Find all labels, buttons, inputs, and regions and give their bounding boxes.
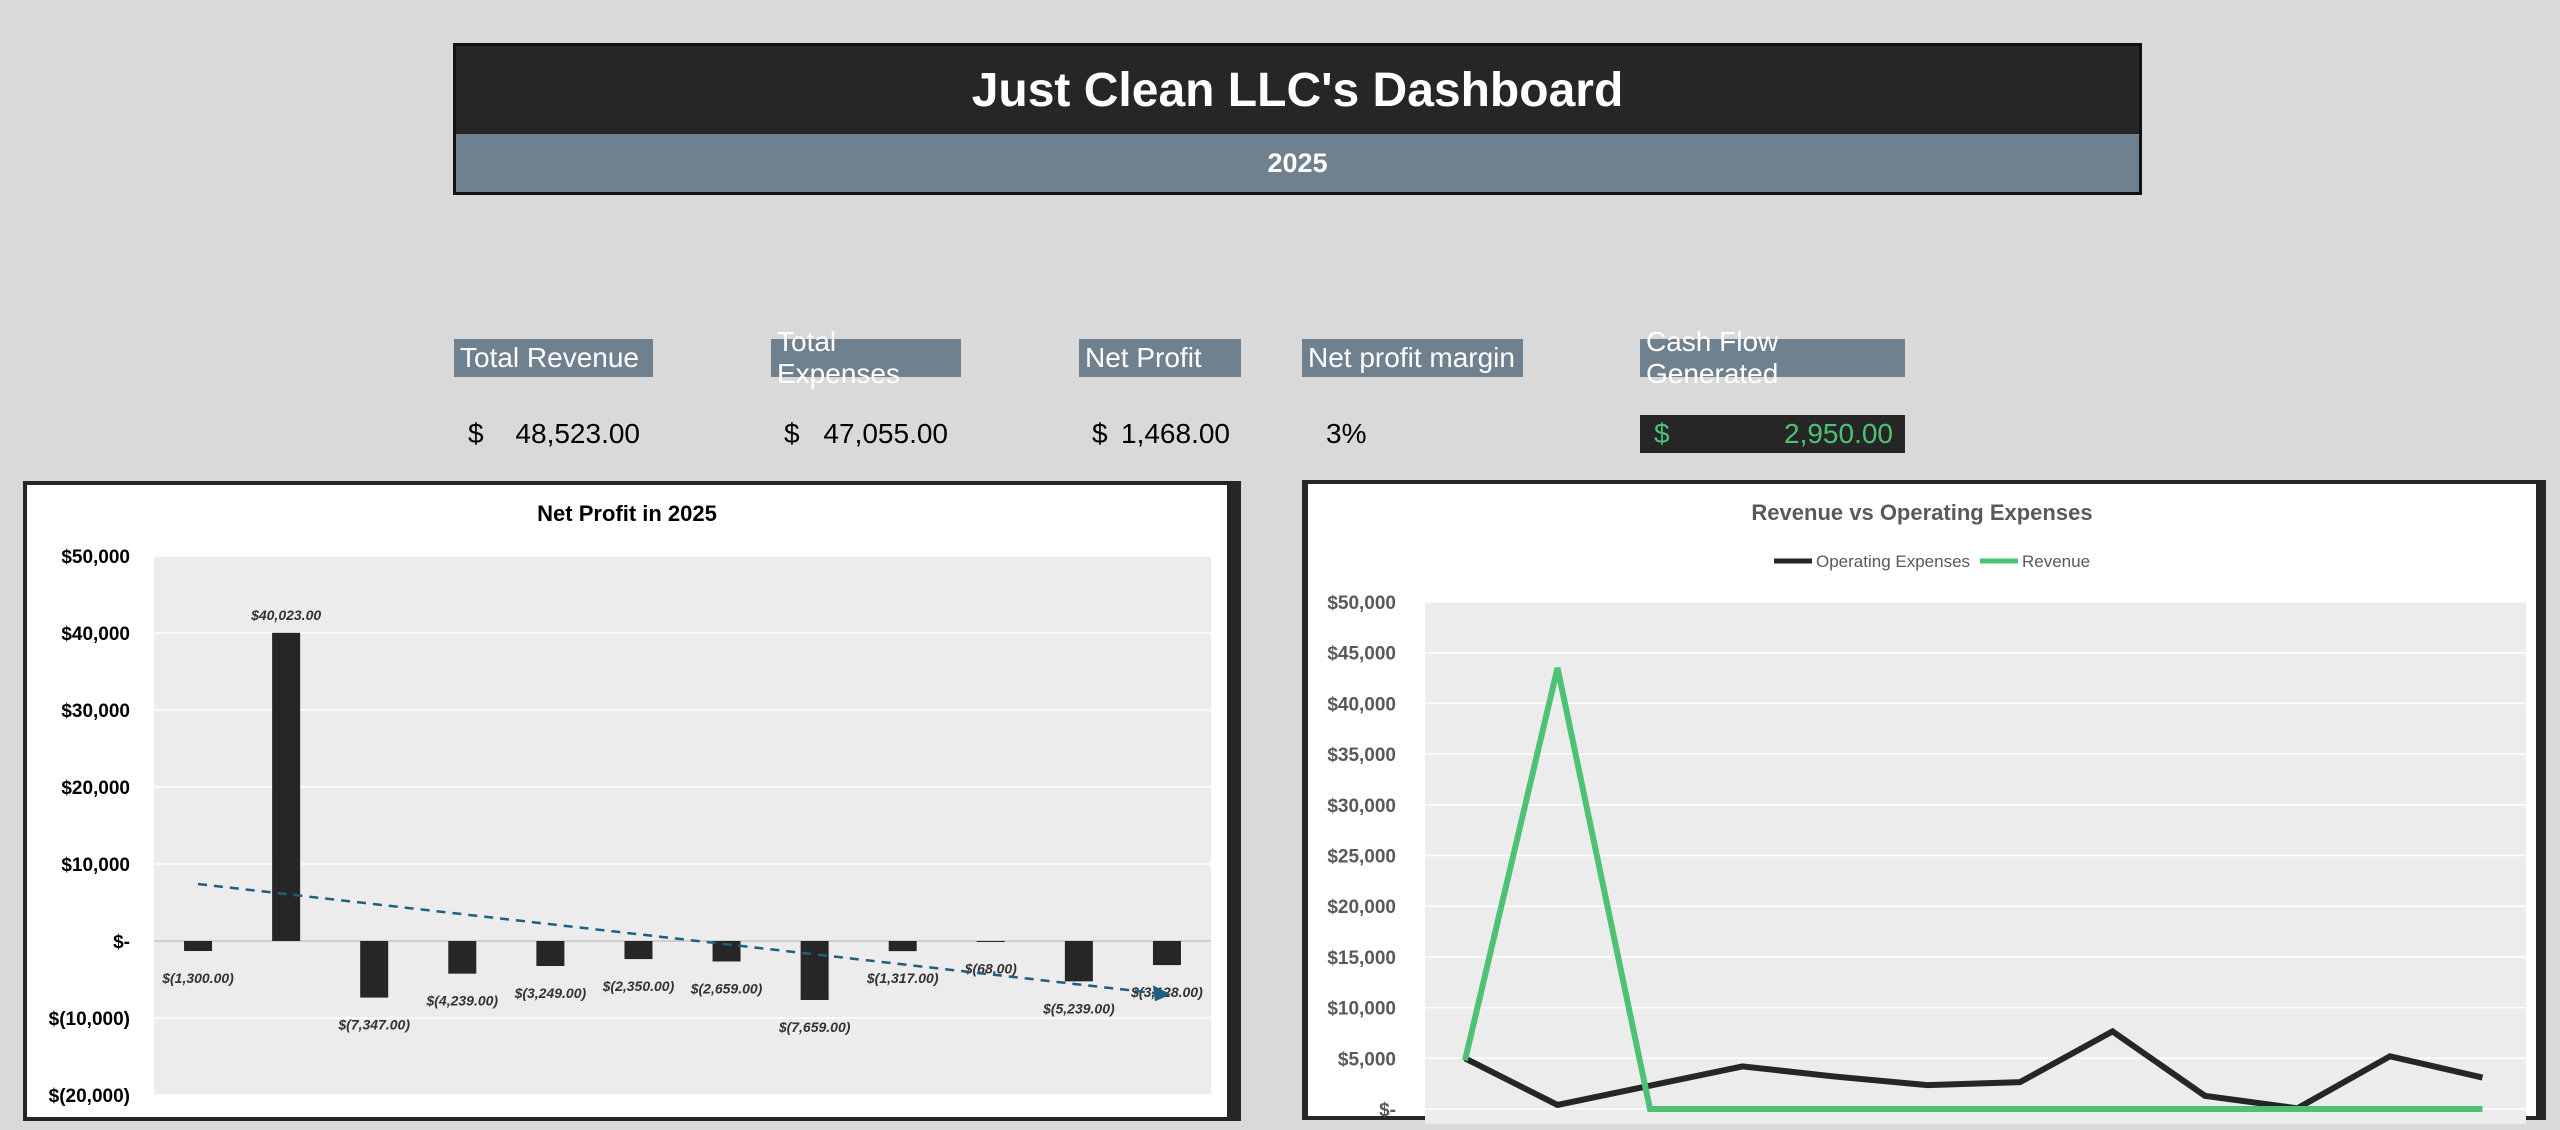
bar (184, 941, 213, 952)
y-tick-label: $30,000 (1327, 796, 1396, 817)
y-tick-label: $15,000 (1327, 948, 1396, 969)
data-label: $(4,239.00) (425, 993, 498, 1009)
bar (624, 941, 653, 960)
currency-symbol: $ (784, 418, 800, 449)
dashboard-title: Just Clean LLC's Dashboard (456, 46, 2139, 134)
net-profit-chart: Net Profit in 2025 $50,000 $40,000 $30,000 $… (49, 501, 1211, 1107)
y-tick-label: $35,000 (1327, 745, 1396, 766)
kpi-label-net-profit-margin: Net profit margin (1302, 339, 1523, 377)
y-tick-label: $40,000 (61, 624, 130, 645)
net-profit-chart-panel: Net Profit in 2025 $50,000 $40,000 $30,000 $… (23, 481, 1241, 1121)
currency-symbol: $ (468, 418, 484, 449)
data-label: $(2,350.00) (602, 978, 675, 994)
chart-title: Revenue vs Operating Expenses (1751, 500, 2092, 525)
data-label: $(1,300.00) (161, 970, 234, 986)
y-tick-label: $45,000 (1327, 644, 1396, 665)
data-label: $(7,347.00) (337, 1017, 410, 1033)
plot-area (154, 556, 1211, 1095)
plot-area (1425, 602, 2526, 1129)
y-tick-label: $40,000 (1327, 694, 1396, 715)
bar (888, 941, 917, 952)
y-tick-label: $50,000 (1327, 593, 1396, 614)
currency-symbol: $ (1654, 418, 1670, 449)
kpi-number: 48,523.00 (515, 418, 640, 449)
data-label: $40,023.00 (250, 607, 321, 623)
data-label: $(1,317.00) (866, 970, 939, 986)
kpi-number: 47,055.00 (823, 418, 948, 449)
y-tick-label: $20,000 (61, 778, 130, 799)
bar (448, 941, 477, 974)
bar (800, 941, 829, 1000)
kpi-label-total-revenue: Total Revenue (454, 339, 653, 377)
y-tick-label: $25,000 (1327, 847, 1396, 868)
trendline (197, 882, 1158, 995)
legend-label: Operating Expenses (1816, 552, 1970, 571)
y-tick-label: $- (1379, 1100, 1396, 1121)
y-tick-label: $(10,000) (49, 1009, 130, 1030)
data-label: $(68.00) (964, 961, 1017, 977)
revenue-expenses-chart: Revenue vs Operating Expenses Operating E… (1327, 500, 2526, 1129)
y-tick-label: $5,000 (1338, 1049, 1396, 1070)
legend-label: Revenue (2022, 552, 2090, 571)
kpi-number: 1,468.00 (1121, 418, 1230, 449)
y-tick-label: $10,000 (1327, 999, 1396, 1020)
trendline-arrow (1152, 985, 1171, 1002)
y-tick-label: $(20,000) (49, 1086, 130, 1107)
y-tick-label: $50,000 (61, 547, 130, 568)
y-tick-label: $- (113, 932, 130, 953)
bar (712, 941, 741, 962)
data-label: $(5,239.00) (1042, 1000, 1115, 1016)
bar (360, 941, 389, 998)
kpi-number: 3% (1326, 418, 1367, 449)
kpi-value-cash-flow: $ 2,950.00 (1640, 415, 1905, 453)
data-label: $(7,659.00) (778, 1019, 851, 1035)
data-label: $(3,249.00) (514, 985, 587, 1001)
currency-symbol: $ (1092, 418, 1108, 449)
kpi-label-total-expenses: Total Expenses (771, 326, 961, 389)
dashboard-header: Just Clean LLC's Dashboard 2025 (453, 43, 2142, 195)
bar (272, 632, 301, 941)
y-tick-label: $20,000 (1327, 897, 1396, 918)
series-line (1463, 1027, 2484, 1112)
bar (976, 941, 1005, 942)
revenue-expenses-chart-panel: Revenue vs Operating Expenses Operating E… (1302, 480, 2546, 1129)
data-label: $(2,659.00) (690, 980, 763, 996)
kpi-label-cash-flow: Cash Flow Generated (1640, 326, 1905, 389)
kpi-number: 2,950.00 (1784, 418, 1893, 449)
y-tick-label: $10,000 (61, 855, 130, 876)
chart-title: Net Profit in 2025 (537, 501, 717, 526)
bar (1152, 941, 1181, 966)
dashboard-year: 2025 (456, 134, 2139, 192)
y-tick-label: $30,000 (61, 701, 130, 722)
bar (1064, 941, 1093, 982)
bar (536, 941, 565, 967)
kpi-label-net-profit: Net Profit (1079, 339, 1241, 377)
data-label: $(3,128.00) (1130, 984, 1203, 1000)
